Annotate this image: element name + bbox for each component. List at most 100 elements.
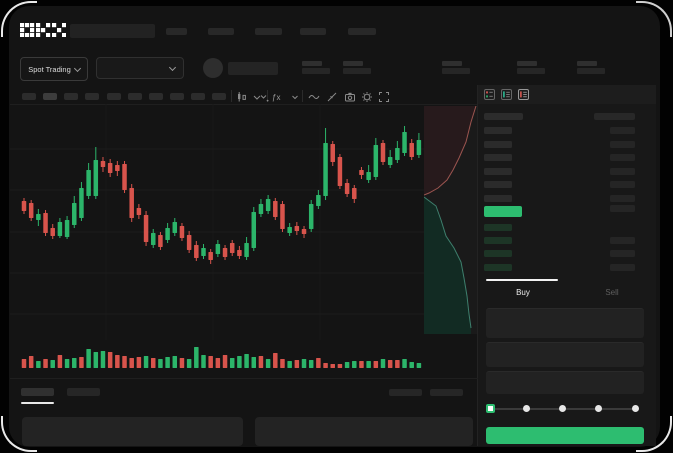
volume-bar	[129, 358, 134, 368]
timeframe-button[interactable]	[212, 93, 226, 100]
total-input[interactable]	[486, 371, 644, 394]
orderbook-last-price[interactable]	[484, 206, 522, 217]
ask-price-bar[interactable]	[484, 127, 512, 134]
fullscreen-icon[interactable]	[378, 90, 390, 102]
tab-sell[interactable]: Sell	[605, 287, 619, 297]
slider-handle[interactable]	[485, 404, 495, 413]
candlestick-chart[interactable]	[10, 104, 424, 340]
ask-price-bar[interactable]	[484, 154, 512, 161]
orders-filter-1[interactable]	[389, 389, 422, 396]
volume-bar	[79, 357, 84, 368]
volume-bar	[165, 357, 170, 368]
amount-input[interactable]	[486, 342, 644, 367]
orders-tab-2[interactable]	[67, 388, 100, 396]
slider-stop[interactable]	[631, 405, 639, 412]
nav-item[interactable]	[348, 28, 376, 35]
volume-bar	[366, 361, 371, 368]
nav-item[interactable]	[255, 28, 282, 35]
candle	[280, 201, 285, 232]
timeframe-button[interactable]	[149, 93, 163, 100]
candle	[201, 244, 206, 259]
header-search-placeholder[interactable]	[70, 24, 155, 38]
draw-icon[interactable]	[326, 90, 338, 102]
camera-icon[interactable]	[344, 90, 356, 102]
volume-bar	[416, 363, 422, 368]
volume-bar	[273, 353, 278, 368]
volume-bar	[352, 361, 357, 368]
ask-price-bar[interactable]	[484, 181, 512, 188]
nav-item[interactable]	[300, 28, 326, 35]
timeframe-button[interactable]	[22, 93, 36, 100]
chevron-down-dot-icon[interactable]	[258, 90, 270, 102]
tab-buy[interactable]: Buy	[516, 287, 530, 297]
candle-style-icon[interactable]	[236, 90, 248, 102]
volume-bar	[64, 359, 70, 368]
line-style-icon[interactable]	[308, 90, 320, 102]
volume-bar	[172, 356, 178, 368]
candle	[50, 224, 55, 239]
candle	[409, 139, 414, 160]
okx-logo[interactable]	[20, 23, 66, 37]
volume-chart	[21, 347, 422, 368]
market-type-selector[interactable]: Spot Trading	[20, 57, 88, 81]
candle	[287, 223, 292, 236]
svg-text:ƒx: ƒx	[272, 93, 280, 102]
bid-price-bar[interactable]	[484, 264, 512, 271]
candle	[366, 165, 371, 183]
orders-panel-right[interactable]	[255, 417, 473, 446]
indicators-icon[interactable]: ƒx	[271, 90, 283, 102]
candle	[330, 141, 335, 166]
candle	[21, 198, 27, 214]
volume-bar	[222, 355, 228, 368]
candle	[36, 209, 41, 226]
timeframe-button[interactable]	[85, 93, 99, 100]
timeframe-button[interactable]	[43, 93, 57, 100]
active-tab-indicator	[486, 279, 558, 281]
ask-price-bar[interactable]	[484, 195, 512, 202]
slider-stop[interactable]	[595, 405, 603, 412]
timeframe-button[interactable]	[107, 93, 121, 100]
volume-bar	[21, 359, 27, 368]
orders-panel-left[interactable]	[22, 417, 243, 446]
ask-price-bar[interactable]	[484, 168, 512, 175]
book-view-bids-icon[interactable]	[501, 89, 512, 100]
settings-icon[interactable]	[361, 90, 373, 102]
timeframe-button[interactable]	[128, 93, 142, 100]
timeframe-button[interactable]	[191, 93, 205, 100]
volume-bar	[208, 356, 213, 368]
chevron-down-icon[interactable]	[251, 90, 263, 102]
slider-stop[interactable]	[559, 405, 566, 412]
volume-bar	[50, 360, 55, 368]
bottom-divider	[10, 378, 478, 379]
chevron-down-icon	[168, 63, 177, 71]
nav-item[interactable]	[166, 28, 187, 35]
nav-item[interactable]	[208, 28, 234, 35]
timeframe-button[interactable]	[170, 93, 184, 100]
candle	[194, 241, 199, 261]
chevron-down-icon[interactable]	[289, 90, 301, 102]
candle	[373, 138, 379, 180]
buy-submit-button[interactable]	[486, 427, 644, 444]
book-view-combined-icon[interactable]	[484, 89, 495, 100]
bid-price-bar[interactable]	[484, 250, 512, 257]
orders-tab-active[interactable]	[21, 388, 54, 396]
timeframe-button[interactable]	[64, 93, 78, 100]
candle	[251, 207, 257, 251]
toolbar-divider	[231, 90, 232, 102]
bid-price-bar[interactable]	[484, 224, 512, 231]
bid-price-bar[interactable]	[484, 237, 512, 244]
slider-stop[interactable]	[522, 405, 530, 412]
candle	[337, 154, 343, 189]
pair-dropdown[interactable]	[96, 57, 184, 79]
orders-filter-2[interactable]	[430, 389, 463, 396]
ask-amount-bar	[610, 127, 635, 134]
candle	[352, 185, 357, 203]
ticker-stat-value	[302, 68, 330, 74]
ask-price-bar[interactable]	[484, 141, 512, 148]
candle	[294, 222, 300, 235]
volume-bar	[186, 359, 192, 368]
price-input[interactable]	[486, 308, 644, 338]
ticker-stat-label	[517, 61, 537, 66]
book-view-asks-icon[interactable]	[518, 89, 529, 100]
depth-preview-chart[interactable]	[424, 106, 477, 334]
